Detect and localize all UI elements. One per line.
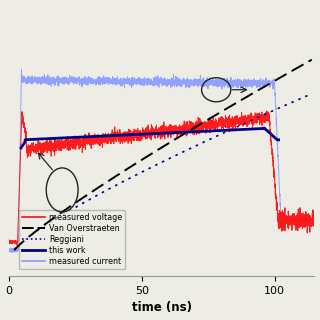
Legend: measured voltage, Van Overstraeten, Reggiani, this work, measured current: measured voltage, Van Overstraeten, Regg… — [19, 210, 125, 269]
X-axis label: time (ns): time (ns) — [132, 301, 192, 315]
